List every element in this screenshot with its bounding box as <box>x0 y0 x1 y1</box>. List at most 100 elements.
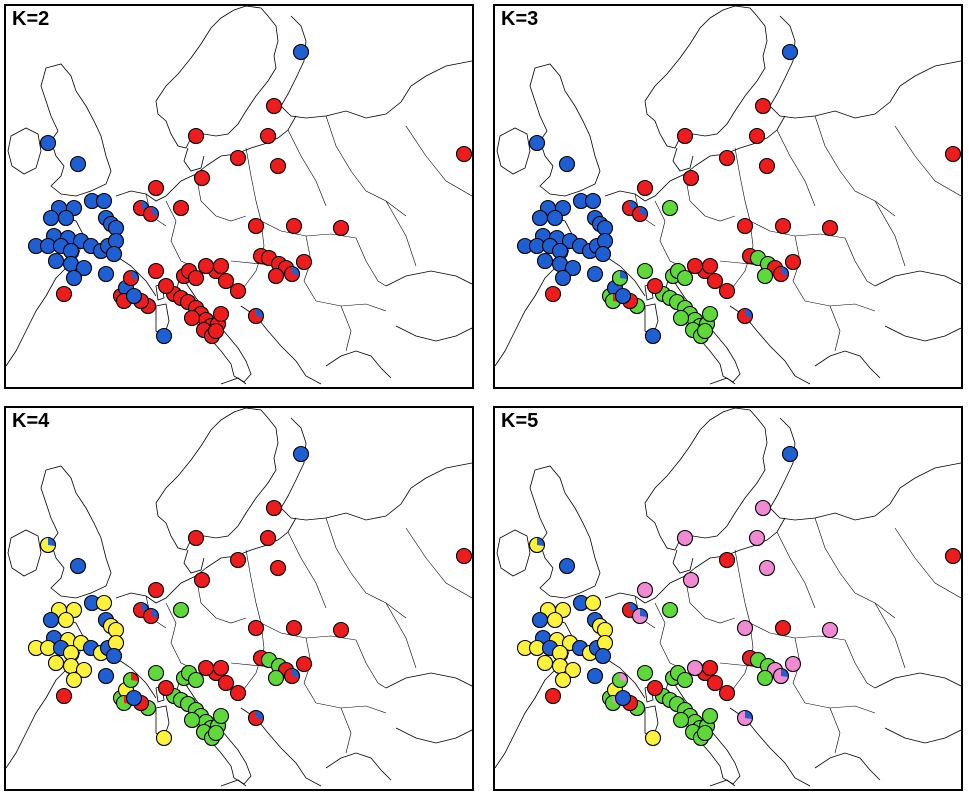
pie-main-slice <box>293 44 309 60</box>
coastline <box>604 567 696 604</box>
pie-outline <box>781 43 799 61</box>
pie-outline <box>259 127 277 145</box>
site-pie <box>586 667 604 685</box>
site-pie <box>718 684 736 702</box>
site-pie <box>661 199 679 217</box>
pie-outline <box>774 619 792 637</box>
site-pie <box>267 669 285 687</box>
country-border <box>340 305 352 352</box>
pie-outline <box>631 607 649 625</box>
country-border <box>303 637 317 704</box>
site-pie <box>682 169 700 187</box>
coastline <box>395 325 472 342</box>
pie-main-slice <box>822 220 838 236</box>
pie-outline <box>718 551 736 569</box>
pie-outline <box>332 621 350 639</box>
pie-main-slice <box>719 283 735 299</box>
site-pie <box>528 536 546 554</box>
pie-minor-slice <box>292 668 300 678</box>
pie-outline <box>187 671 205 689</box>
pie-main-slice <box>456 146 472 162</box>
country-border <box>684 575 736 624</box>
site-pie <box>95 594 113 612</box>
site-pie <box>259 127 277 145</box>
pie-outline <box>614 287 632 305</box>
pie-outline <box>57 611 75 629</box>
site-pie <box>212 707 230 725</box>
country-border <box>829 305 841 352</box>
pie-outline <box>546 209 564 227</box>
panel-k3: K=3 <box>493 4 963 389</box>
pie-main-slice <box>707 675 723 691</box>
pie-minor-slice <box>745 710 753 720</box>
site-pie <box>554 269 572 287</box>
pie-outline <box>672 711 690 729</box>
pie-main-slice <box>552 243 568 259</box>
pie-main-slice <box>28 238 44 254</box>
pie-main-slice <box>687 258 703 274</box>
pie-main-slice <box>702 660 718 676</box>
site-pie <box>269 559 287 577</box>
pie-outline <box>122 671 140 689</box>
coastline <box>709 779 736 787</box>
pie-main-slice <box>266 500 282 516</box>
site-pie <box>332 621 350 639</box>
pie-main-slice <box>63 645 79 661</box>
pie-outline <box>644 729 662 747</box>
pie-outline <box>611 671 629 689</box>
site-pie <box>672 711 690 729</box>
coastline <box>814 350 881 379</box>
site-pie <box>57 611 75 629</box>
site-pie <box>564 259 582 277</box>
site-pie <box>774 619 792 637</box>
pie-outline <box>265 97 283 115</box>
pie-main-slice <box>759 158 775 174</box>
pie-outline <box>229 684 247 702</box>
pie-outline <box>636 262 654 280</box>
site-pie <box>187 269 205 287</box>
country-border <box>385 602 417 669</box>
site-pie <box>155 327 173 345</box>
site-pie <box>661 601 679 619</box>
site-pie <box>718 282 736 300</box>
site-pie <box>544 285 562 303</box>
site-pie <box>584 192 602 210</box>
pie-outline <box>229 282 247 300</box>
site-pie <box>718 551 736 569</box>
coastline <box>40 63 112 197</box>
pie-outline <box>586 667 604 685</box>
pie-outline <box>229 551 247 569</box>
pie-main-slice <box>286 620 302 636</box>
pie-main-slice <box>673 310 689 326</box>
pie-outline <box>558 557 576 575</box>
pie-main-slice <box>719 150 735 166</box>
pie-main-slice <box>775 218 791 234</box>
site-pie <box>95 192 113 210</box>
country-border <box>287 531 327 609</box>
pie-outline <box>554 199 572 217</box>
site-pie <box>125 689 143 707</box>
pie-outline <box>269 559 287 577</box>
site-pie <box>217 272 235 290</box>
map-k3 <box>495 6 961 387</box>
pie-main-slice <box>56 688 72 704</box>
pie-main-slice <box>595 648 611 664</box>
pie-main-slice <box>697 323 713 339</box>
pie-outline <box>455 547 472 565</box>
pie-main-slice <box>208 725 224 741</box>
pie-main-slice <box>559 558 575 574</box>
pie-outline <box>267 267 285 285</box>
pie-minor-slice <box>620 672 628 682</box>
site-pie <box>696 724 714 742</box>
pie-outline <box>821 621 839 639</box>
site-pie <box>97 265 115 283</box>
pie-main-slice <box>156 730 172 746</box>
pie-outline <box>821 219 839 237</box>
pie-outline <box>586 265 604 283</box>
pie-outline <box>122 269 140 287</box>
pie-main-slice <box>645 730 661 746</box>
pie-main-slice <box>559 156 575 172</box>
map-background <box>6 408 472 789</box>
pie-outline <box>285 619 303 637</box>
pie-main-slice <box>48 655 64 671</box>
